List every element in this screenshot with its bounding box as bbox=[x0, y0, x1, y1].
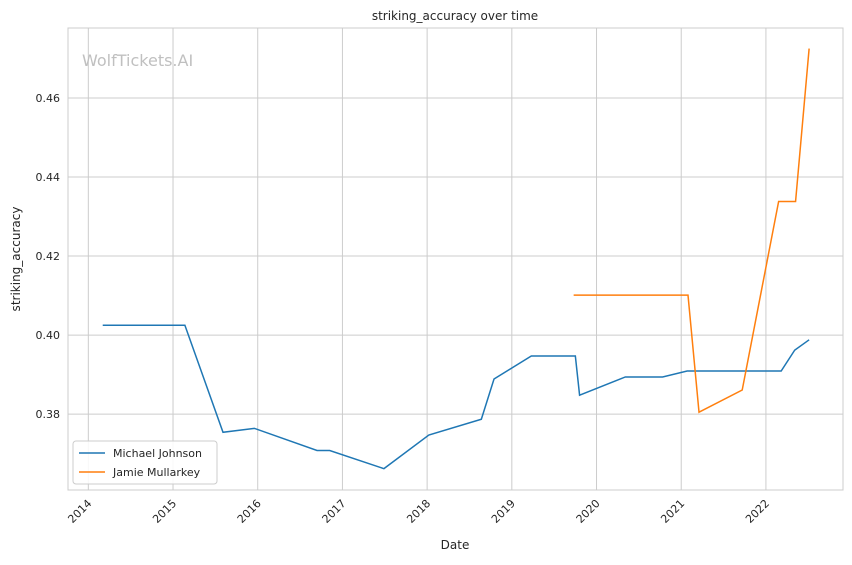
x-tick-label: 2022 bbox=[743, 497, 772, 526]
y-tick-label: 0.46 bbox=[36, 92, 61, 105]
x-tick-label: 2015 bbox=[150, 497, 179, 526]
legend-label: Jamie Mullarkey bbox=[112, 466, 201, 479]
plot-frame bbox=[68, 28, 843, 490]
x-tick-label: 2020 bbox=[574, 497, 603, 526]
legend: Michael Johnson Jamie Mullarkey bbox=[73, 441, 217, 484]
x-tick-label: 2016 bbox=[235, 497, 264, 526]
x-tick-label: 2014 bbox=[65, 497, 94, 526]
x-tick-label: 2018 bbox=[404, 497, 433, 526]
legend-label: Michael Johnson bbox=[113, 447, 202, 460]
series-line-1 bbox=[574, 49, 809, 413]
y-tick-label: 0.40 bbox=[36, 329, 61, 342]
x-tick-label: 2017 bbox=[320, 497, 349, 526]
y-tick-label: 0.38 bbox=[36, 408, 61, 421]
y-tick-label: 0.44 bbox=[36, 171, 61, 184]
y-axis-label: striking_accuracy bbox=[9, 207, 23, 312]
watermark: WolfTickets.AI bbox=[82, 51, 193, 70]
x-axis-label: Date bbox=[441, 538, 470, 552]
chart-title: striking_accuracy over time bbox=[372, 9, 538, 23]
x-tick-label: 2021 bbox=[658, 497, 687, 526]
y-tick-label: 0.42 bbox=[36, 250, 61, 263]
x-tick-label: 2019 bbox=[489, 497, 518, 526]
